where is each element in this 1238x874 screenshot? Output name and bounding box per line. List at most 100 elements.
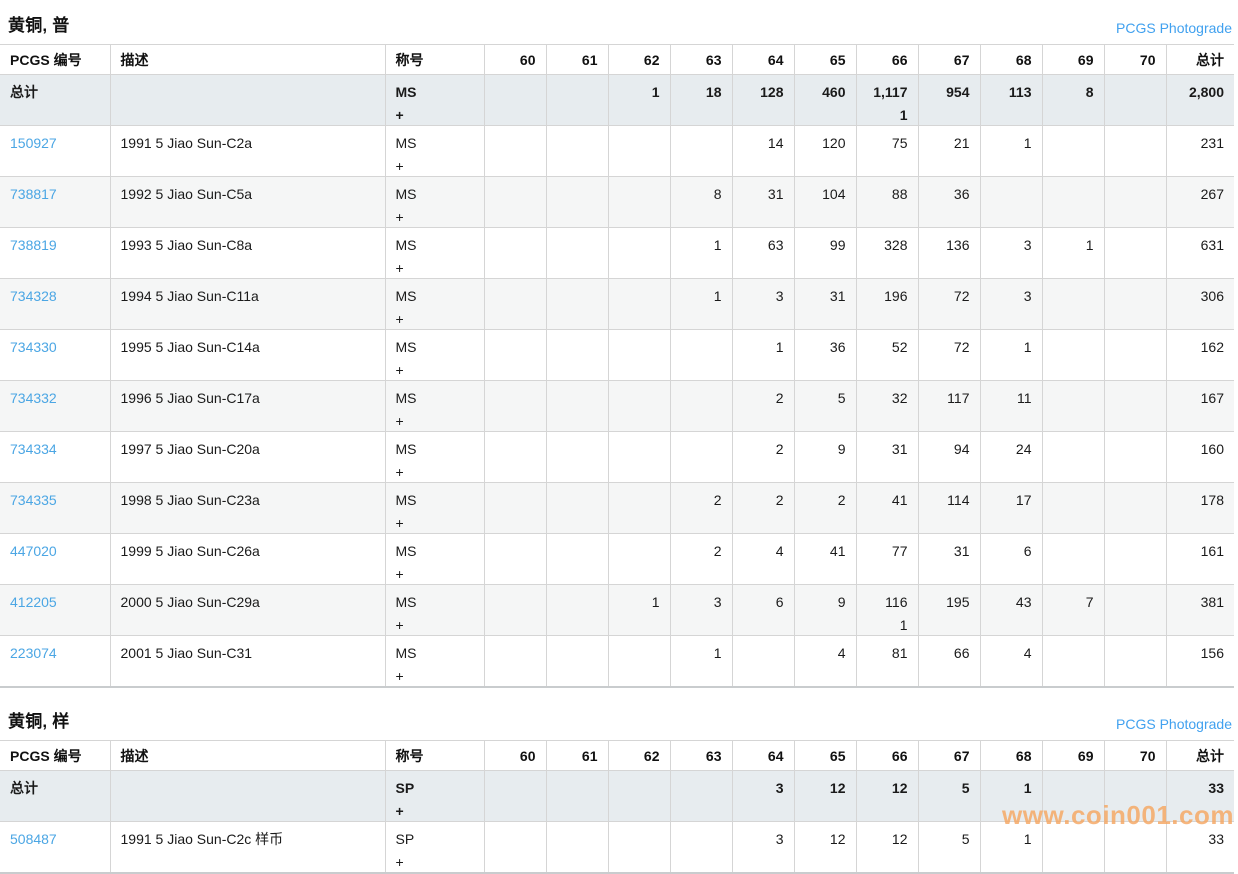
grade-cell [607,431,670,483]
col-header-grade-68: 68 [979,44,1042,75]
grade-count [619,134,660,153]
designation-main: MS [395,441,417,457]
description-cell: 1993 5 Jiao Sun-C8a [109,227,385,279]
grade-count: 4 [837,645,846,661]
pcgs-number-cell: 508487 [0,821,110,873]
grade-cell [1103,329,1166,381]
grade-plus-count [929,616,970,635]
col-header-grade-66: 66 [855,740,918,771]
grade-cell: 94 [917,431,980,483]
grade-cell [607,533,670,585]
pcgs-number-link[interactable]: 734328 [10,288,57,304]
grade-plus-count [743,412,784,431]
grade-count: 14 [767,135,784,151]
grade-plus-count [681,802,722,821]
grade-count: 4 [1023,645,1032,661]
pcgs-number-link[interactable]: 738817 [10,186,57,202]
grade-cell: 6 [979,533,1042,585]
grade-plus-count [929,361,970,380]
pcgs-number-cell: 734335 [0,482,110,534]
grade-count: 5 [961,831,970,847]
grade-cell: 63 [731,227,794,279]
pcgs-number-link[interactable]: 734330 [10,339,57,355]
grade-count [681,440,722,459]
grade-cell [1103,278,1166,330]
grade-count: 9 [837,441,846,457]
grade-plus-count [681,412,722,431]
photograde-link[interactable]: PCGS Photograde [1116,716,1232,732]
pcgs-number-link[interactable]: 508487 [10,831,57,847]
pcgs-number-link[interactable]: 447020 [10,543,57,559]
col-header-grade-67: 67 [917,44,980,75]
pcgs-number-cell: 412205 [0,584,110,636]
grade-count [557,542,598,561]
pcgs-number-link[interactable]: 734334 [10,441,57,457]
grade-count: 36 [953,186,970,202]
grade-plus-count [557,412,598,431]
pcgs-number-link[interactable]: 412205 [10,594,57,610]
grade-cell [1103,533,1166,585]
grade-cell [607,329,670,381]
grade-cell [545,770,608,822]
grade-count [495,185,536,204]
grade-cell [731,635,794,687]
grade-cell [1103,125,1166,177]
col-header-grade-65: 65 [793,740,856,771]
grade-plus-count [1115,514,1156,533]
photograde-link[interactable]: PCGS Photograde [1116,20,1232,36]
col-header-grade-69: 69 [1041,740,1104,771]
grade-count: 1 [651,84,660,100]
grade-plus-count [805,157,846,176]
grade-cell [979,176,1042,228]
grade-count: 9 [837,594,846,610]
col-header-grade-63: 63 [669,44,732,75]
grade-cell [1041,278,1104,330]
grade-count [619,236,660,255]
pcgs-number-link[interactable]: 734332 [10,390,57,406]
grade-plus-count [805,565,846,584]
grade-count: 117 [947,390,970,406]
pcgs-number-link[interactable]: 223074 [10,645,57,661]
grade-count [495,134,536,153]
grade-cell: 11 [979,380,1042,432]
pcgs-number-cell: 734328 [0,278,110,330]
grade-cell: 1 [607,74,670,126]
total-cell: 156 [1165,635,1234,687]
grade-cell [1103,380,1166,432]
grade-cell [1041,635,1104,687]
designation-main: MS [395,339,417,355]
pcgs-number-link[interactable]: 738819 [10,237,57,253]
col-header-total: 总计 [1165,740,1234,771]
grade-cell: 1 [979,821,1042,873]
grade-plus-count [805,208,846,227]
pcgs-number-link[interactable]: 150927 [10,135,57,151]
grade-count [1115,830,1156,849]
table-row: 150927 1991 5 Jiao Sun-C2a MS +14 120 75 21 1 23… [0,125,1234,177]
grade-cell: 1 [1041,227,1104,279]
pcgs-number-link[interactable]: 734335 [10,492,57,508]
grade-count: 1,117 [873,84,908,100]
grade-cell: 21 [917,125,980,177]
grade-plus-count [557,463,598,482]
grade-cell [607,635,670,687]
grade-count [495,644,536,663]
grade-cell [669,329,732,381]
description-cell: 1991 5 Jiao Sun-C2a [109,125,385,177]
grade-count [495,83,536,102]
description-cell: 1991 5 Jiao Sun-C2c 样币 [109,821,385,873]
grade-count: 75 [891,135,908,151]
grade-plus-count [619,412,660,431]
grade-plus-count [991,157,1032,176]
grade-count: 12 [829,780,846,796]
grade-cell [1103,770,1166,822]
designation-plus: + [395,209,404,225]
grade-plus-count [805,361,846,380]
grade-cell: 31 [917,533,980,585]
grade-count [991,185,1032,204]
grade-cell [545,125,608,177]
grade-cell [669,821,732,873]
grade-plus-count [929,106,970,125]
grade-count [1115,542,1156,561]
grade-count: 1 [1023,780,1032,796]
